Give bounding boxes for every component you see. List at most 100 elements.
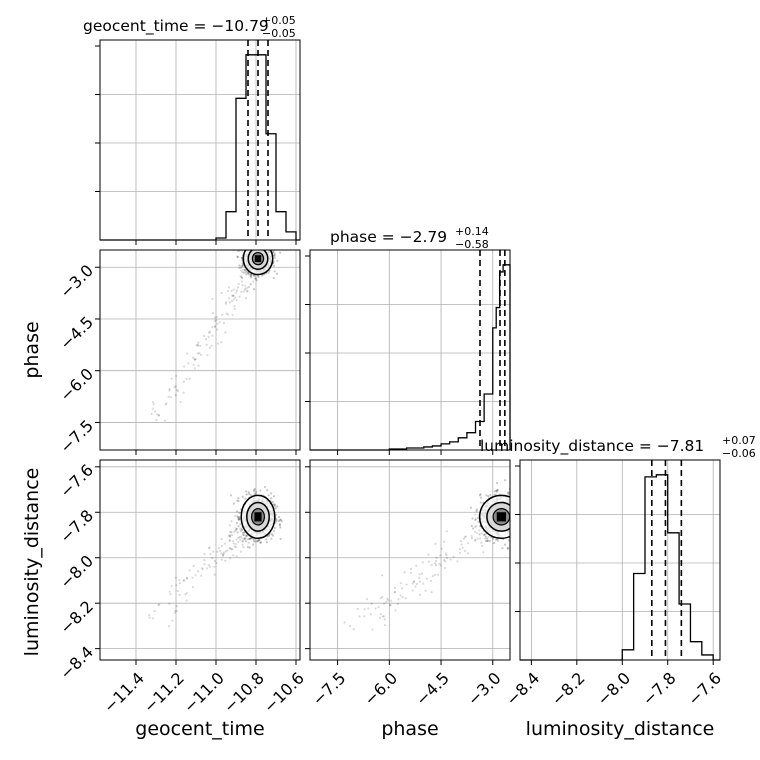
sample-point [513, 504, 515, 506]
sample-point [517, 525, 519, 527]
sample-point [232, 502, 236, 505]
sample-point [233, 305, 236, 308]
sample-point [234, 542, 238, 546]
sample-point [503, 543, 507, 546]
sample-point [231, 313, 234, 317]
sample-point [224, 559, 227, 562]
sample-point [236, 250, 240, 253]
sample-point [280, 519, 283, 523]
sample-point [458, 548, 462, 551]
sample-point [246, 290, 249, 293]
sample-point [251, 240, 253, 242]
sample-point [229, 494, 233, 497]
sample-point [511, 518, 513, 520]
hist-luminosity-distance-xtick-label: −8.2 [548, 668, 589, 709]
sample-point [434, 559, 438, 563]
sample-point [514, 511, 516, 513]
scatter-geocent-phase-frame [99, 249, 301, 451]
sample-point [237, 499, 240, 503]
title-luminosity-distance-plus: +0.07 [722, 434, 756, 447]
sample-point [268, 244, 270, 246]
scatter-phase-distance-grid [310, 460, 510, 660]
sample-point [421, 561, 424, 564]
scatter-geocent-distance-ytick-label: −8.2 [56, 597, 97, 638]
sample-point [242, 290, 245, 293]
sample-point [148, 616, 151, 619]
sample-point [245, 493, 248, 496]
sample-point [516, 528, 518, 530]
sample-point [511, 529, 513, 531]
sample-point [246, 545, 249, 548]
sample-point [516, 512, 518, 514]
sample-point [512, 514, 514, 516]
sample-point [525, 515, 527, 517]
sample-point [231, 548, 234, 551]
sample-point [251, 247, 253, 249]
sample-point [232, 298, 235, 301]
sample-point [512, 518, 514, 520]
sample-point [246, 289, 249, 292]
sample-point [253, 246, 255, 248]
sample-point [487, 495, 490, 498]
sample-point [233, 307, 236, 311]
sample-point [157, 603, 160, 607]
sample-point [228, 524, 232, 527]
sample-point [511, 503, 513, 505]
sample-point [514, 506, 516, 508]
sample-point [440, 547, 443, 550]
sample-point [259, 245, 261, 247]
sample-point [260, 247, 262, 249]
sample-point [241, 537, 244, 540]
title-phase-main: phase = −2.79 [330, 228, 447, 246]
sample-point [513, 509, 515, 511]
sample-point [168, 388, 171, 391]
sample-point [273, 270, 276, 273]
sample-point [256, 540, 260, 543]
sample-point [220, 552, 223, 555]
sample-point [513, 505, 515, 507]
sample-point [253, 493, 256, 496]
sample-point [254, 246, 256, 248]
sample-point [494, 538, 498, 541]
sample-point [475, 508, 478, 511]
sample-point [393, 586, 397, 589]
hist-phase-bars [310, 264, 511, 451]
sample-point [246, 286, 249, 289]
sample-point [240, 275, 243, 278]
scatter-geocent-phase-grid [100, 250, 300, 450]
sample-point [248, 246, 250, 248]
sample-point [518, 520, 520, 522]
sample-point [243, 268, 246, 272]
sample-point [526, 507, 528, 509]
sample-point [474, 518, 477, 522]
sample-point [211, 326, 214, 329]
sample-point [202, 334, 206, 338]
sample-point [461, 546, 464, 549]
sample-point [241, 265, 244, 268]
xlabel-luminosity-distance: luminosity_distance [526, 718, 715, 740]
sample-point [474, 513, 477, 516]
sample-point [238, 515, 241, 519]
sample-point [273, 526, 276, 529]
sample-point [182, 380, 185, 383]
scatter-geocent-distance-ytick-label: −8.4 [56, 642, 97, 683]
sample-point [251, 244, 253, 246]
sample-point [511, 499, 513, 501]
sample-point [246, 246, 248, 248]
sample-point [512, 515, 514, 517]
sample-point [250, 246, 252, 248]
sample-point [228, 538, 231, 542]
sample-point [405, 583, 408, 586]
sample-point [229, 534, 232, 537]
sample-point [151, 407, 154, 410]
hist-geocent-time-grid [100, 40, 300, 240]
sample-point [470, 536, 474, 540]
sample-point [488, 539, 491, 543]
sample-point [261, 244, 263, 246]
sample-point [240, 264, 244, 268]
sample-point [401, 587, 404, 590]
sample-point [259, 541, 263, 544]
sample-point [248, 537, 252, 540]
sample-point [253, 488, 256, 492]
